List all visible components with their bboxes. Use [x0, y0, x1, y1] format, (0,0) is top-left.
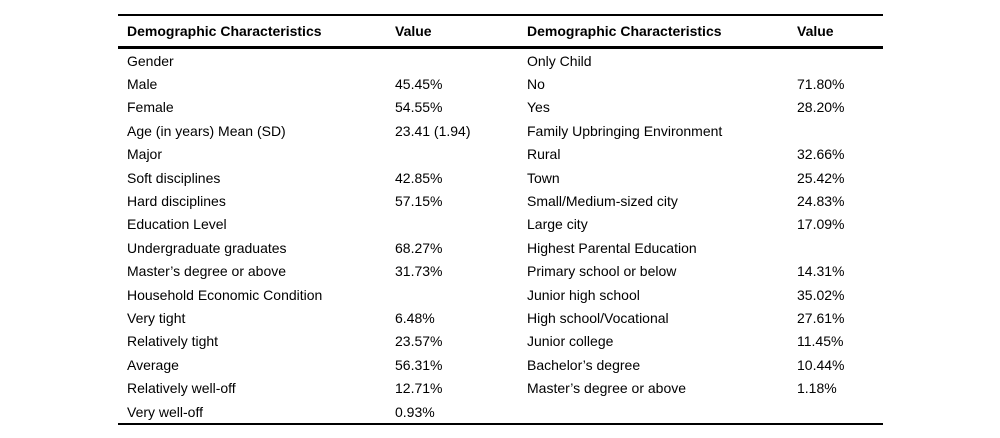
cell-value: 68.27%: [395, 239, 443, 256]
table-row: Very well-off 0.93%: [118, 400, 883, 424]
cell-label: Master’s degree or above: [527, 380, 687, 397]
table-row: Master’s degree or above 31.73% Primary …: [118, 260, 883, 283]
header-row: Demographic Characteristics Value Demogr…: [118, 15, 883, 49]
cell-value: 28.20%: [797, 99, 845, 116]
cell-label: Very tight: [127, 309, 186, 326]
cell-label: Undergraduate graduates: [127, 239, 287, 256]
cell-value: 11.45%: [797, 333, 844, 350]
cell-value: 23.57%: [395, 333, 443, 350]
cell-label: Gender: [127, 52, 174, 69]
cell-label: Bachelor’s degree: [527, 356, 641, 373]
cell-value: 71.80%: [797, 76, 845, 93]
cell-label: Household Economic Condition: [127, 286, 323, 303]
cell-label: Soft disciplines: [127, 169, 221, 186]
cell-value: 57.15%: [395, 193, 443, 210]
table-row: Age (in years) Mean (SD) 23.41 (1.94) Fa…: [118, 119, 883, 142]
cell-label: Average: [127, 356, 179, 373]
cell-value: 1.18%: [797, 380, 837, 397]
cell-value: 32.66%: [797, 146, 845, 163]
header-demographic-left: Demographic Characteristics: [118, 15, 386, 49]
cell-value: [788, 236, 883, 259]
cell-label: Age (in years) Mean (SD): [127, 122, 286, 139]
cell-value: [788, 400, 883, 424]
cell-label: Relatively tight: [127, 333, 219, 350]
header-demographic-right: Demographic Characteristics: [518, 15, 788, 49]
table-row: Major Rural 32.66%: [118, 143, 883, 166]
cell-value: 42.85%: [395, 169, 443, 186]
cell-label: Major: [127, 146, 163, 163]
table-row: Male 45.45% No 71.80%: [118, 72, 883, 95]
cell-label: Junior high school: [527, 286, 640, 303]
cell-label: Only Child: [527, 52, 592, 69]
cell-label: Family Upbringing Environment: [527, 122, 723, 139]
cell-value: 6.48%: [395, 309, 435, 326]
cell-label: Small/Medium-sized city: [527, 193, 678, 210]
cell-label: Primary school or below: [527, 263, 677, 280]
cell-label: Very well-off: [127, 403, 203, 420]
cell-value: 17.09%: [797, 216, 845, 233]
cell-label: Highest Parental Education: [527, 239, 697, 256]
cell-value: 0.93%: [395, 403, 435, 420]
cell-value: [386, 143, 518, 166]
cell-label: Relatively well-off: [127, 380, 236, 397]
table-row: Hard disciplines 57.15% Small/Medium-siz…: [118, 189, 883, 212]
header-value-right: Value: [788, 15, 883, 49]
cell-label: Master’s degree or above: [127, 263, 287, 280]
cell-label: Junior college: [527, 333, 614, 350]
cell-label: Yes: [527, 99, 550, 116]
demographics-table-container: Demographic Characteristics Value Demogr…: [118, 14, 883, 426]
table-row: Relatively well-off 12.71% Master’s degr…: [118, 376, 883, 399]
table-body: Gender Only Child Male 45.45% No 71.80% …: [118, 48, 883, 425]
table-row: Education Level Large city 17.09%: [118, 213, 883, 236]
cell-value: [788, 119, 883, 142]
table-row: Soft disciplines 42.85% Town 25.42%: [118, 166, 883, 189]
cell-label: Rural: [527, 146, 561, 163]
cell-value: 24.83%: [797, 193, 845, 210]
header-value-left: Value: [386, 15, 518, 49]
cell-value: 56.31%: [395, 356, 443, 373]
table-row: Household Economic Condition Junior high…: [118, 283, 883, 306]
cell-value: 54.55%: [395, 99, 443, 116]
cell-value: 31.73%: [395, 263, 443, 280]
cell-label: [518, 400, 788, 424]
cell-value: 12.71%: [395, 380, 443, 397]
demographics-table: Demographic Characteristics Value Demogr…: [118, 14, 883, 426]
cell-value: 10.44%: [797, 356, 845, 373]
cell-value: 23.41 (1.94): [395, 122, 471, 139]
cell-value: [386, 48, 518, 73]
table-row: Female 54.55% Yes 28.20%: [118, 96, 883, 119]
cell-value: 45.45%: [395, 76, 443, 93]
table-row: Gender Only Child: [118, 48, 883, 73]
cell-value: [386, 213, 518, 236]
cell-label: Female: [127, 99, 174, 116]
cell-value: 35.02%: [797, 286, 845, 303]
cell-label: High school/Vocational: [527, 309, 669, 326]
table-row: Relatively tight 23.57% Junior college 1…: [118, 330, 883, 353]
cell-label: Hard disciplines: [127, 193, 226, 210]
table-row: Undergraduate graduates 68.27% Highest P…: [118, 236, 883, 259]
cell-value: [788, 48, 883, 73]
cell-label: Large city: [527, 216, 588, 233]
cell-value: [386, 283, 518, 306]
cell-label: Male: [127, 76, 158, 93]
cell-label: Education Level: [127, 216, 227, 233]
cell-value: 14.31%: [797, 263, 845, 280]
cell-label: Town: [527, 169, 560, 186]
cell-value: 27.61%: [797, 309, 845, 326]
cell-label: No: [527, 76, 545, 93]
table-header: Demographic Characteristics Value Demogr…: [118, 15, 883, 49]
cell-value: 25.42%: [797, 169, 845, 186]
table-row: Very tight 6.48% High school/Vocational …: [118, 306, 883, 329]
table-row: Average 56.31% Bachelor’s degree 10.44%: [118, 353, 883, 376]
